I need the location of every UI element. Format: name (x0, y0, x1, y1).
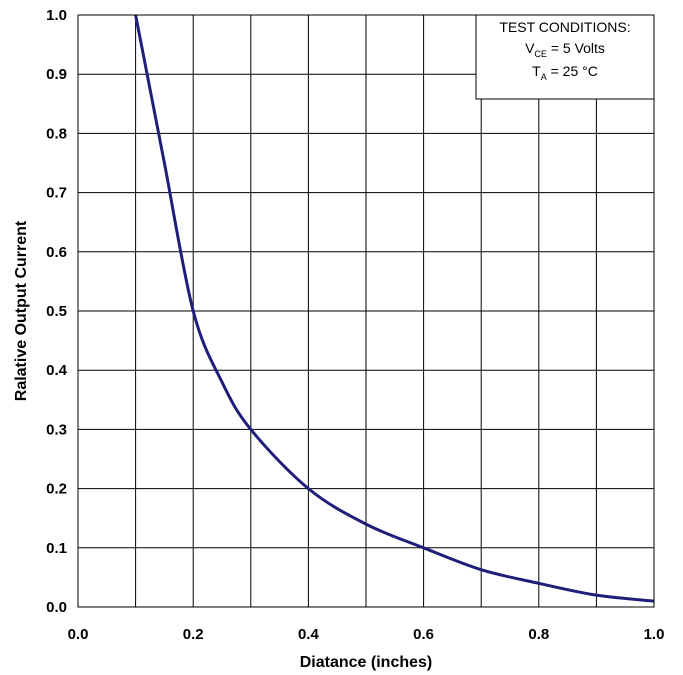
y-tick-label: 0.3 (46, 421, 67, 438)
x-axis-title: Diatance (inches) (300, 654, 432, 671)
grid (77, 14, 655, 608)
ta-condition: TA = 25 °C (532, 63, 598, 82)
y-tick-label: 0.4 (46, 362, 68, 379)
test-conditions-box: TEST CONDITIONS: VCE = 5 Volts TA = 25 °… (475, 14, 655, 100)
y-tick-label: 0.6 (46, 244, 67, 261)
y-tick-label: 0.0 (46, 599, 67, 616)
tick-labels: 0.0 0.2 0.4 0.6 0.8 1.0 0.0 0.1 0.2 0.3 0.4 0.5 0.6 0… (46, 7, 664, 643)
x-tick-label: 0.2 (183, 626, 204, 643)
x-tick-label: 0.4 (298, 626, 320, 643)
x-tick-label: 0.8 (528, 626, 549, 643)
series-line (134, 14, 655, 603)
y-tick-label: 1.0 (46, 7, 67, 24)
y-tick-label: 0.9 (46, 66, 67, 83)
y-tick-label: 0.1 (46, 540, 67, 557)
y-tick-label: 0.8 (46, 125, 67, 142)
y-tick-label: 0.5 (46, 303, 67, 320)
x-tick-label: 0.6 (413, 626, 434, 643)
plot-border (77, 14, 655, 608)
test-conditions-heading: TEST CONDITIONS: (499, 19, 630, 35)
y-axis-title: Ralative Output Current (13, 220, 30, 401)
y-tick-label: 0.7 (46, 185, 67, 202)
y-tick-label: 0.2 (46, 481, 67, 498)
x-tick-label: 0.0 (68, 626, 89, 643)
vce-condition: VCE = 5 Volts (525, 40, 605, 59)
x-tick-label: 1.0 (644, 626, 665, 643)
